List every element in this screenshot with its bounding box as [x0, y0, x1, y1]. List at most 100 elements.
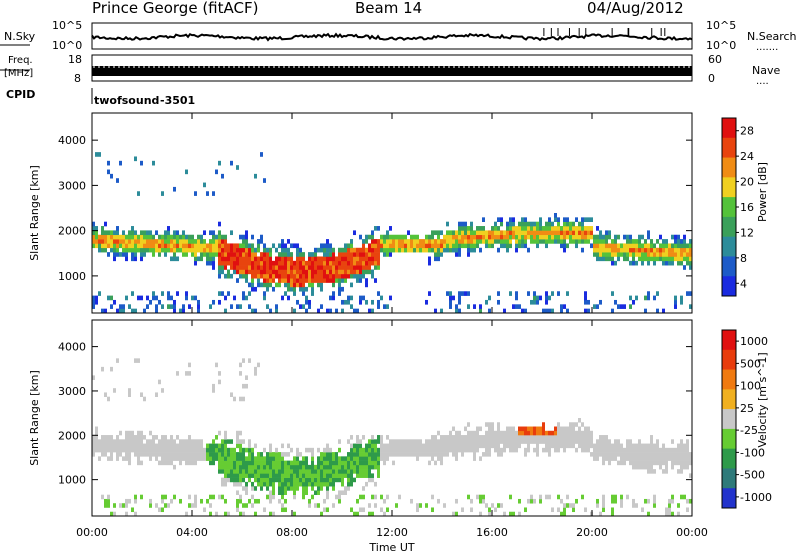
velocity-cell: [503, 435, 506, 440]
velocity-cell: [482, 439, 485, 444]
velocity-cell: [344, 469, 347, 474]
velocity-cell: [221, 447, 224, 453]
velocity-cell: [143, 452, 146, 457]
velocity-cell: [254, 464, 257, 470]
velocity-cell: [347, 439, 350, 444]
power-cell: [536, 234, 539, 240]
velocity-cell: [365, 464, 368, 470]
power-cell: [104, 308, 107, 314]
velocity-cell: [236, 469, 239, 474]
velocity-cell: [176, 371, 179, 376]
velocity-cell: [575, 430, 578, 436]
power-cell: [263, 278, 266, 283]
velocity-cell: [173, 447, 176, 453]
velocity-cell: [551, 443, 554, 449]
power-cell: [542, 230, 545, 236]
velocity-cell: [362, 473, 365, 478]
power-cell: [257, 282, 260, 288]
velocity-cell: [353, 456, 356, 461]
power-cell: [488, 243, 491, 249]
velocity-cell: [566, 439, 569, 444]
velocity-cell: [296, 464, 299, 470]
velocity-cell: [653, 498, 656, 504]
freq-trace: [92, 66, 692, 76]
velocity-cell: [359, 494, 362, 500]
velocity-cell: [128, 456, 131, 461]
velocity-cell: [293, 511, 296, 517]
velocity-cell: [551, 507, 554, 513]
power-cell: [371, 230, 374, 236]
velocity-cell: [515, 447, 518, 453]
velocity-cell: [263, 456, 266, 461]
velocity-cell: [551, 439, 554, 444]
power-cell: [131, 252, 134, 257]
power-cell: [563, 247, 566, 253]
velocity-cell: [374, 456, 377, 461]
power-cell: [410, 234, 413, 240]
power-cell: [485, 234, 488, 240]
velocity-cell: [659, 452, 662, 457]
velocity-cell: [233, 452, 236, 457]
velocity-cell: [620, 452, 623, 457]
velocity-cell: [239, 498, 242, 504]
power-cell: [227, 252, 230, 257]
velocity-cell: [677, 460, 680, 466]
power-cell: [275, 308, 278, 314]
velocity-cell: [332, 477, 335, 483]
power-cell: [341, 256, 344, 262]
velocity-cell: [173, 439, 176, 444]
power-cell: [113, 234, 116, 240]
power-cell: [389, 252, 392, 257]
power-cell: [344, 247, 347, 253]
velocity-cell: [197, 439, 200, 444]
velocity-cell: [314, 503, 317, 508]
velocity-cell: [644, 443, 647, 449]
velocity-cell: [626, 494, 629, 500]
velocity-cell: [542, 430, 545, 436]
power-cell: [284, 265, 287, 270]
cpid-program: twofsound: [94, 94, 159, 107]
velocity-cell: [500, 447, 503, 453]
power-cell: [584, 299, 587, 305]
power-cell: [626, 234, 629, 240]
velocity-cell: [335, 456, 338, 461]
velocity-cell: [650, 469, 653, 474]
velocity-cell: [212, 443, 215, 449]
velocity-cell: [572, 439, 575, 444]
velocity-cell: [293, 464, 296, 470]
power-cell: [251, 265, 254, 270]
power-cell: [596, 252, 599, 257]
power-cell: [299, 252, 302, 257]
power-cell: [116, 308, 119, 314]
power-cell: [530, 230, 533, 236]
velocity-cell: [539, 498, 542, 504]
power-cell: [140, 230, 143, 236]
power-cell: [272, 273, 275, 279]
velocity-cell: [131, 507, 134, 513]
power-cell: [275, 265, 278, 270]
velocity-cell: [305, 460, 308, 466]
velocity-cell: [350, 443, 353, 449]
velocity-cell: [557, 439, 560, 444]
power-cell: [644, 243, 647, 249]
velocity-cell: [356, 460, 359, 466]
power-cell: [332, 278, 335, 283]
power-cell: [290, 273, 293, 279]
velocity-cell: [185, 456, 188, 461]
power-cell: [683, 265, 686, 270]
power-cell: [650, 239, 653, 244]
velocity-cell: [281, 481, 284, 487]
velocity-cell: [332, 469, 335, 474]
velocity-cell: [194, 452, 197, 457]
power-cell: [221, 252, 224, 257]
velocity-cell: [116, 439, 119, 444]
power-cell: [371, 269, 374, 275]
velocity-cell: [671, 498, 674, 504]
power-cell: [293, 265, 296, 270]
power-cell: [92, 226, 95, 231]
power-cell: [671, 252, 674, 257]
power-cell: [260, 265, 263, 270]
power-cell: [332, 291, 335, 296]
velocity-cell: [155, 452, 158, 457]
velocity-cell: [452, 447, 455, 453]
